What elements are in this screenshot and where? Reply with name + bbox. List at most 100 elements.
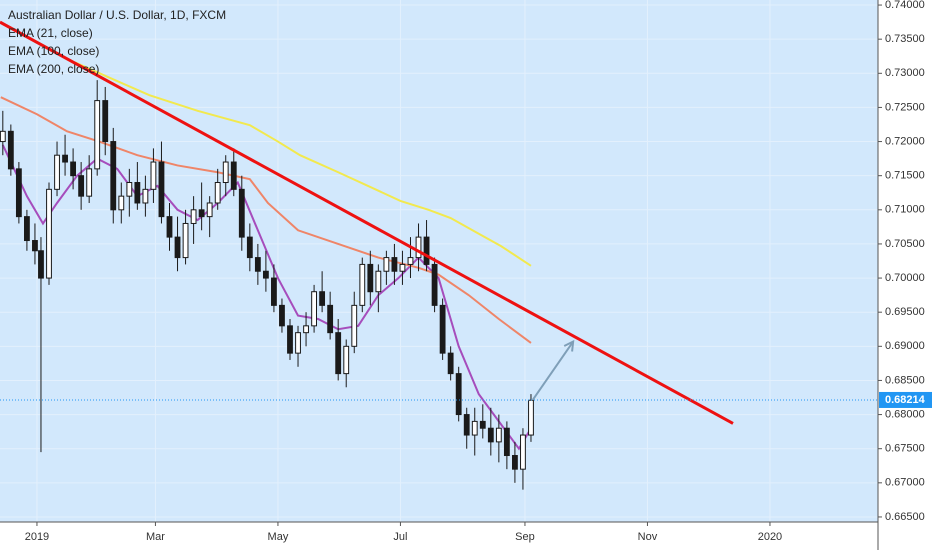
y-tick-label: 0.70500 [885,238,925,250]
candle-body [86,168,93,197]
candle-body [415,236,422,259]
y-tick-label: 0.73000 [885,67,925,79]
y-tick-label: 0.71500 [885,170,925,182]
x-tick-label: Sep [515,531,535,543]
candle-body [391,257,398,272]
last-price-label: 0.68214 [885,394,926,406]
candle-body [431,263,438,306]
candle-body [439,304,446,354]
candle-body [319,291,326,306]
candle-body [142,188,149,204]
marks [0,20,878,490]
candle-body [198,209,205,218]
y-tick-label: 0.68000 [885,408,925,420]
y-tick-label: 0.69000 [885,340,925,352]
y-axis-panel [878,0,932,550]
candle-body [246,236,253,259]
legend-entry: EMA (21, close) [8,26,93,40]
candle-body [7,130,14,170]
candle-body [0,130,6,143]
candle-body [118,195,125,211]
legend-entry: EMA (200, close) [8,62,99,76]
candle-body [182,222,189,259]
x-tick-label: May [268,531,289,543]
x-axis-panel [0,522,878,550]
y-tick-label: 0.70000 [885,272,925,284]
candle-body [78,175,85,197]
candle-body [383,257,390,272]
y-tick-label: 0.72500 [885,101,925,113]
candle-body [15,168,22,218]
y-tick-label: 0.71000 [885,204,925,216]
candle-body [471,420,478,436]
candle-body [32,240,38,252]
candle-body [512,455,518,470]
y-tick-label: 0.73500 [885,33,925,45]
y-tick-label: 0.72000 [885,135,925,147]
chart-title: Australian Dollar / U.S. Dollar, 1D, FXC… [8,8,226,22]
candle-body [62,154,68,163]
candle-body [479,420,486,429]
ema-line [0,96,532,344]
candle-body [295,332,301,354]
candle-body [262,270,269,279]
candle-body [254,257,261,272]
candle-body [230,161,237,190]
candle-body [126,182,133,197]
candle-body [279,304,285,327]
candle-body [423,236,430,265]
grid [0,0,878,522]
candle-body [327,304,334,334]
x-tick-label: Jul [393,531,407,543]
x-tick-label: Mar [146,531,165,543]
candle-body [487,427,494,443]
y-tick-label: 0.68500 [885,374,925,386]
candle-body [335,332,342,375]
candle-body [166,216,173,238]
candle-body [455,373,462,416]
candle-body [222,161,229,184]
trendline [0,20,734,425]
candle-body [399,263,406,272]
candle-body [174,236,181,259]
x-tick-label: 2020 [758,531,782,543]
candle-body [447,352,454,375]
last-price-box [879,391,932,408]
candle-body [54,154,60,190]
candle-body [343,345,350,375]
candle-body [190,209,197,224]
candle-body [102,100,109,143]
ema-line [1,144,532,451]
candle-body [134,182,141,204]
x-tick-label: Nov [638,531,658,543]
candle-body [38,250,44,279]
y-tick-label: 0.67500 [885,443,925,455]
y-tick-label: 0.67000 [885,477,925,489]
arrow [532,340,574,401]
candle-body [24,216,30,242]
candle-body [311,291,317,327]
candle-body [206,202,213,218]
ema-line [74,61,532,267]
candle-body [503,427,510,457]
candle-body [238,188,245,238]
candle-body [375,270,382,293]
candle-body [287,325,293,354]
axes: 0.74000 0.73500 0.73000 0.72500 0.72000 0.715… [25,0,932,543]
x-tick-label: 2019 [25,531,49,543]
candle-body [110,141,117,211]
y-tick-label: 0.69500 [885,306,925,318]
candle-body [150,161,157,190]
candle-body [528,399,534,436]
legend-entry: EMA (100, close) [8,44,99,58]
candle-body [303,325,309,334]
candle-body [214,182,221,204]
candle-body [495,427,502,443]
y-tick-label: 0.74000 [885,0,925,11]
candle-body [367,263,374,293]
candle-body [70,161,77,177]
candle-body [520,434,526,470]
candle-body [407,257,414,265]
candle-body [351,304,358,347]
